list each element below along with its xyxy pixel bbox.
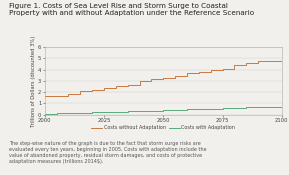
Costs with Adaptation: [256, 106, 260, 108]
Costs with Adaptation: [138, 110, 141, 112]
Costs with Adaptation: [280, 106, 284, 108]
Costs with Adaptation: [79, 112, 82, 114]
Costs with Adaptation: [114, 111, 118, 113]
Line: Costs with Adaptation: Costs with Adaptation: [45, 107, 282, 114]
Costs without Adaptation: [55, 95, 58, 97]
Costs with Adaptation: [43, 113, 47, 115]
Costs with Adaptation: [55, 113, 58, 115]
Costs with Adaptation: [162, 110, 165, 112]
Costs with Adaptation: [221, 108, 224, 110]
Costs without Adaptation: [138, 80, 141, 82]
Costs without Adaptation: [256, 60, 260, 62]
Legend: Costs without Adaptation, Costs with Adaptation: Costs without Adaptation, Costs with Ada…: [91, 125, 235, 130]
Costs without Adaptation: [138, 84, 141, 86]
Costs with Adaptation: [90, 112, 94, 114]
Y-axis label: Trillions of Dollars (discounted 3%): Trillions of Dollars (discounted 3%): [31, 35, 36, 127]
Costs without Adaptation: [197, 72, 201, 74]
Costs without Adaptation: [221, 69, 224, 71]
Costs without Adaptation: [114, 87, 118, 89]
Costs without Adaptation: [162, 78, 165, 80]
Costs with Adaptation: [67, 112, 70, 114]
Costs with Adaptation: [102, 111, 106, 114]
Costs without Adaptation: [114, 85, 118, 87]
Costs without Adaptation: [79, 90, 82, 92]
Costs without Adaptation: [150, 80, 153, 82]
Costs with Adaptation: [268, 106, 272, 108]
Text: Figure 1. Costs of Sea Level Rise and Storm Surge to Coastal
Property with and w: Figure 1. Costs of Sea Level Rise and St…: [9, 3, 254, 16]
Costs with Adaptation: [185, 108, 189, 110]
Costs with Adaptation: [67, 112, 70, 114]
Costs with Adaptation: [197, 108, 201, 110]
Costs without Adaptation: [43, 95, 47, 97]
Costs with Adaptation: [209, 108, 212, 110]
Line: Costs without Adaptation: Costs without Adaptation: [45, 56, 282, 96]
Costs with Adaptation: [256, 106, 260, 108]
Costs with Adaptation: [150, 110, 153, 112]
Costs without Adaptation: [90, 89, 94, 91]
Costs without Adaptation: [150, 78, 153, 80]
Costs without Adaptation: [268, 60, 272, 62]
Costs with Adaptation: [244, 106, 248, 108]
Costs with Adaptation: [233, 107, 236, 109]
Costs without Adaptation: [280, 55, 284, 57]
Costs without Adaptation: [67, 95, 70, 97]
Costs without Adaptation: [126, 85, 129, 87]
Costs with Adaptation: [126, 110, 129, 112]
Costs with Adaptation: [233, 107, 236, 110]
Costs without Adaptation: [162, 77, 165, 79]
Costs without Adaptation: [55, 95, 58, 97]
Costs without Adaptation: [244, 64, 248, 66]
Costs with Adaptation: [185, 109, 189, 111]
Costs without Adaptation: [126, 84, 129, 86]
Costs with Adaptation: [162, 109, 165, 111]
Costs without Adaptation: [67, 93, 70, 95]
Costs without Adaptation: [90, 90, 94, 92]
Costs without Adaptation: [79, 93, 82, 95]
Costs without Adaptation: [173, 75, 177, 77]
Costs with Adaptation: [138, 110, 141, 112]
Costs without Adaptation: [197, 71, 201, 73]
Costs without Adaptation: [209, 69, 212, 71]
Costs with Adaptation: [150, 110, 153, 112]
Costs without Adaptation: [233, 64, 236, 66]
Costs with Adaptation: [280, 106, 284, 108]
Costs without Adaptation: [233, 68, 236, 70]
Costs without Adaptation: [221, 68, 224, 70]
Costs with Adaptation: [55, 112, 58, 114]
Costs without Adaptation: [268, 60, 272, 62]
Costs with Adaptation: [221, 107, 224, 110]
Costs without Adaptation: [173, 77, 177, 79]
Costs without Adaptation: [280, 60, 284, 62]
Costs with Adaptation: [197, 108, 201, 110]
Text: The step-wise nature of the graph is due to the fact that storm surge risks are
: The step-wise nature of the graph is due…: [9, 141, 206, 164]
Costs with Adaptation: [244, 107, 248, 109]
Costs with Adaptation: [114, 111, 118, 113]
Costs with Adaptation: [268, 106, 272, 108]
Costs without Adaptation: [102, 89, 106, 91]
Costs with Adaptation: [90, 111, 94, 114]
Costs with Adaptation: [126, 111, 129, 113]
Costs without Adaptation: [244, 62, 248, 64]
Costs with Adaptation: [173, 109, 177, 111]
Costs without Adaptation: [256, 62, 260, 64]
Costs with Adaptation: [79, 112, 82, 114]
Costs with Adaptation: [102, 111, 106, 113]
Costs without Adaptation: [185, 72, 189, 74]
Costs with Adaptation: [209, 108, 212, 110]
Costs without Adaptation: [209, 71, 212, 73]
Costs with Adaptation: [173, 109, 177, 111]
Costs without Adaptation: [102, 87, 106, 89]
Costs without Adaptation: [185, 75, 189, 77]
